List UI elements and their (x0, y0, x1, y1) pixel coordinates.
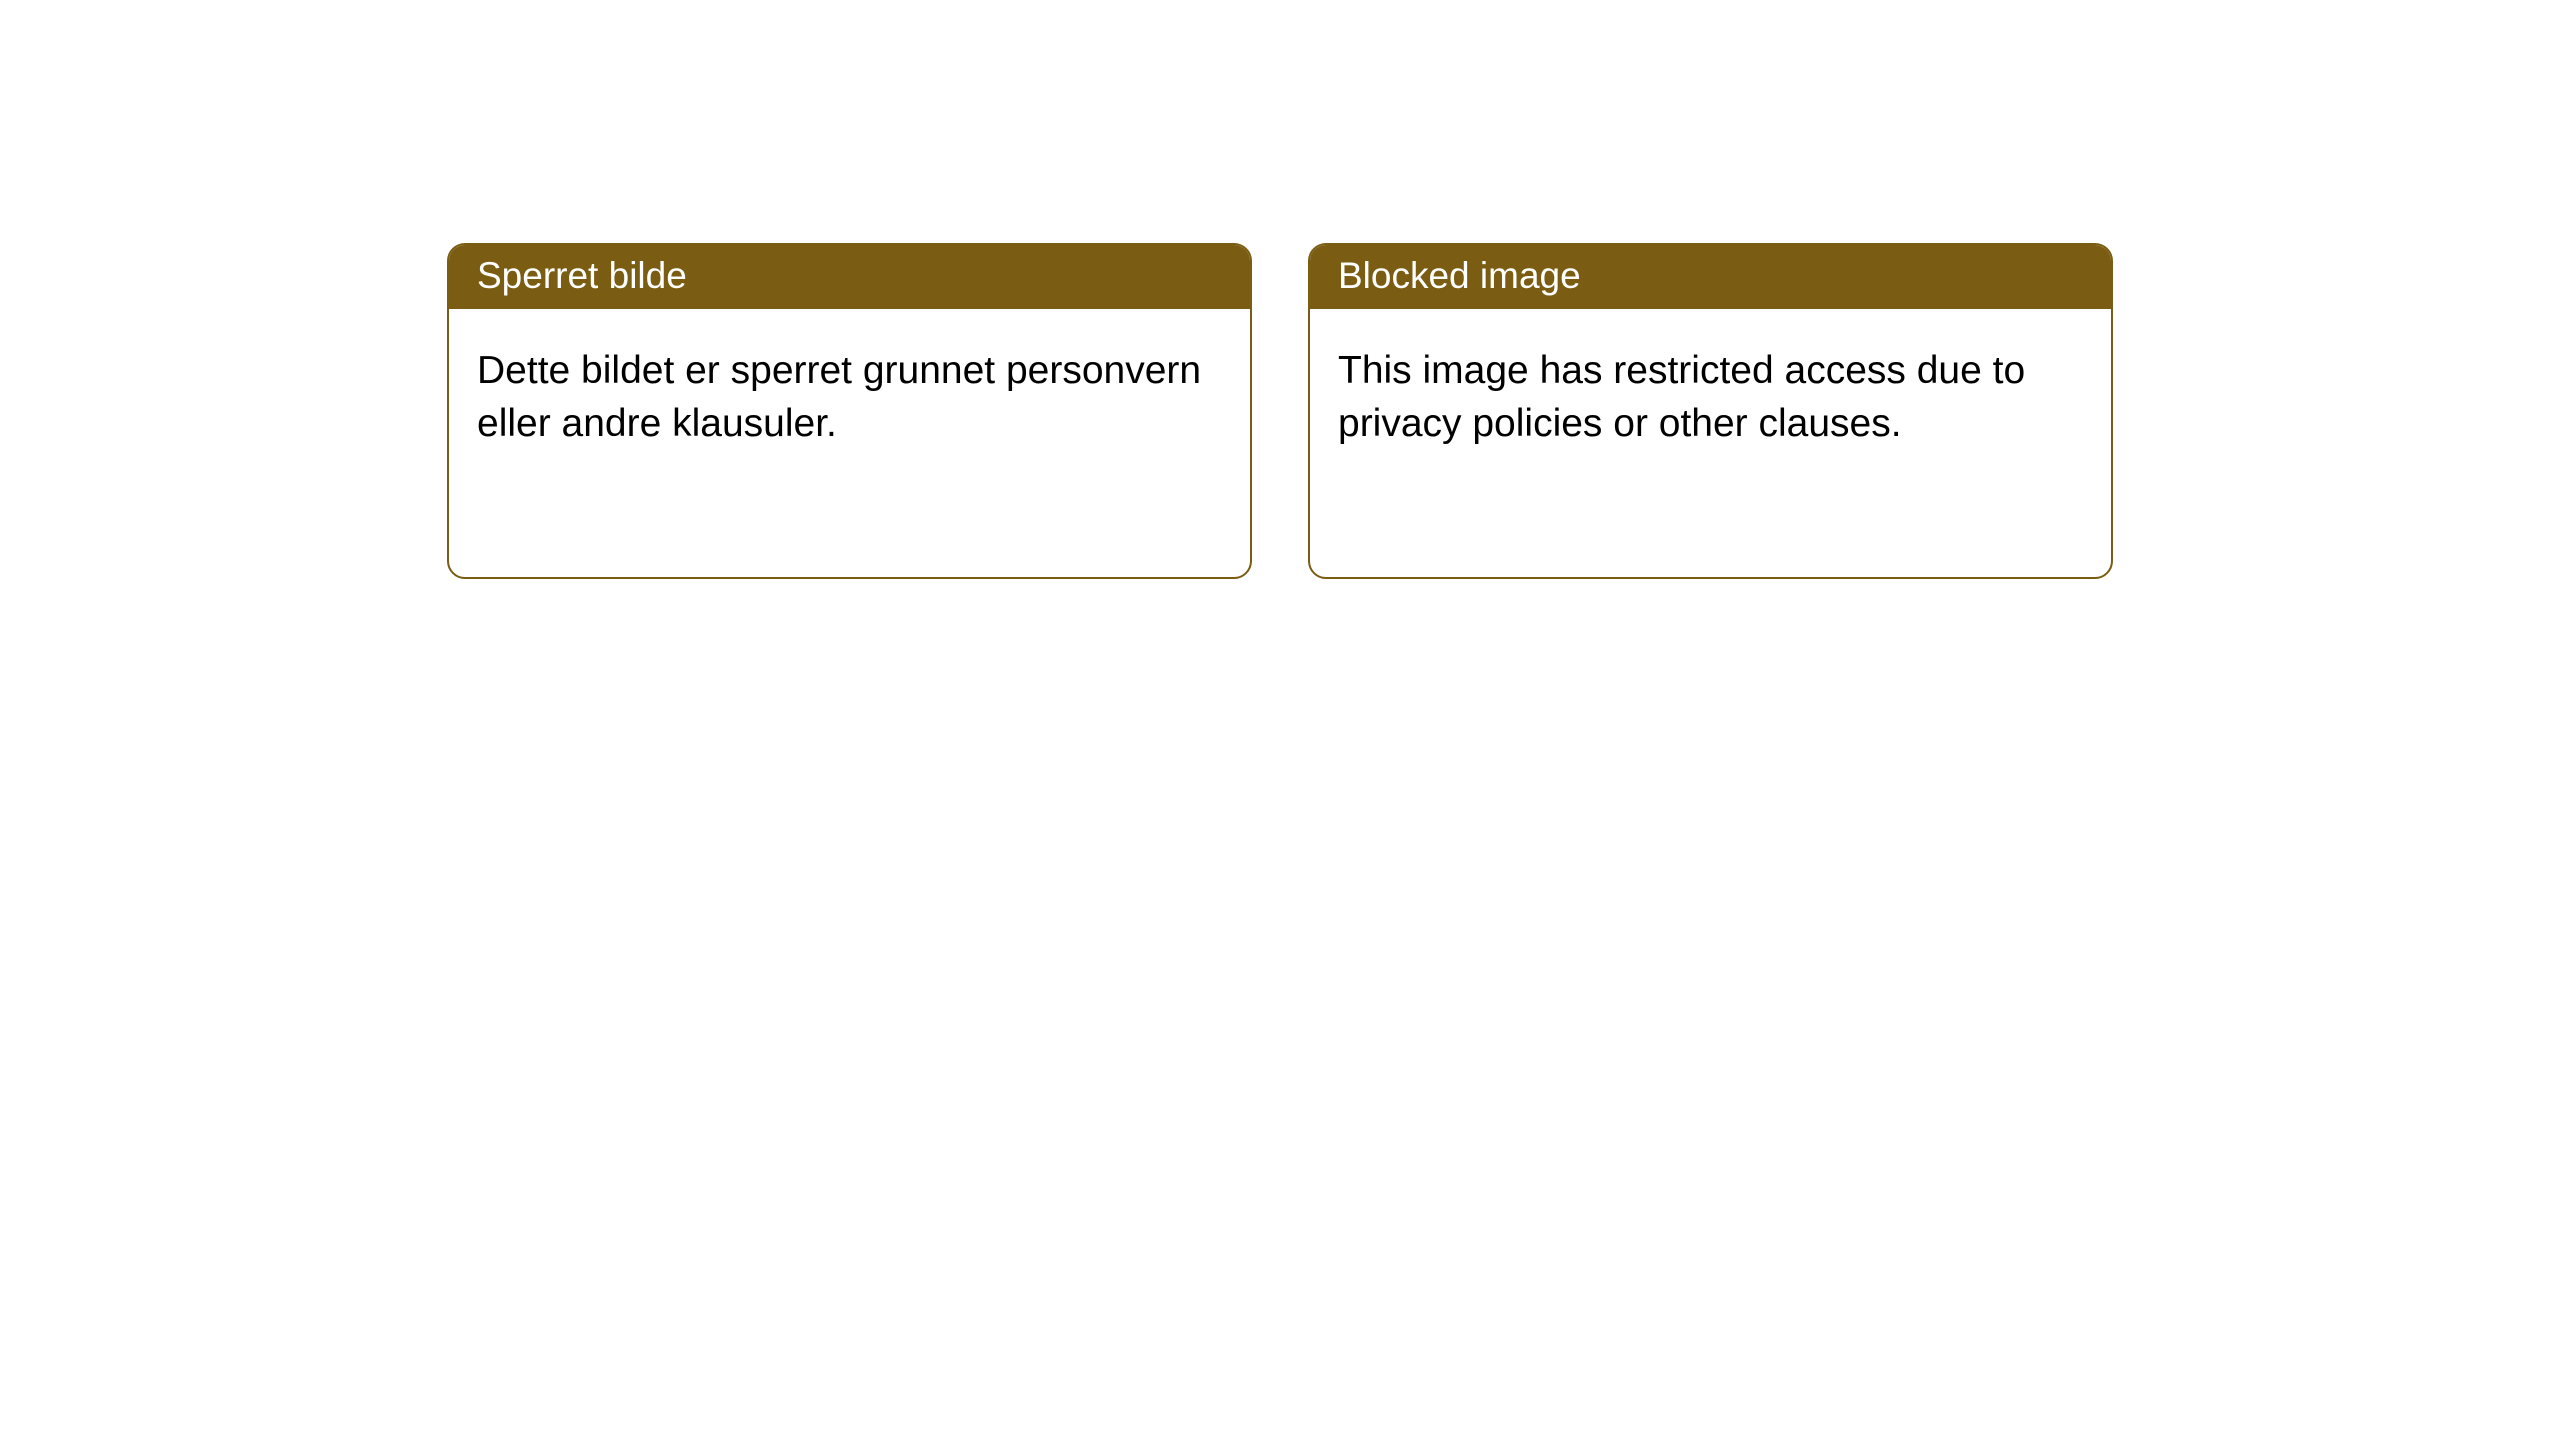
notice-text-english: This image has restricted access due to … (1338, 349, 2025, 445)
notice-header-norwegian: Sperret bilde (449, 245, 1250, 309)
notice-card-english: Blocked image This image has restricted … (1308, 243, 2113, 579)
notice-title-norwegian: Sperret bilde (477, 255, 687, 296)
notice-text-norwegian: Dette bildet er sperret grunnet personve… (477, 349, 1201, 445)
notice-container: Sperret bilde Dette bildet er sperret gr… (447, 243, 2113, 579)
notice-card-norwegian: Sperret bilde Dette bildet er sperret gr… (447, 243, 1252, 579)
notice-body-norwegian: Dette bildet er sperret grunnet personve… (449, 309, 1250, 486)
notice-body-english: This image has restricted access due to … (1310, 309, 2111, 486)
notice-title-english: Blocked image (1338, 255, 1581, 296)
notice-header-english: Blocked image (1310, 245, 2111, 309)
